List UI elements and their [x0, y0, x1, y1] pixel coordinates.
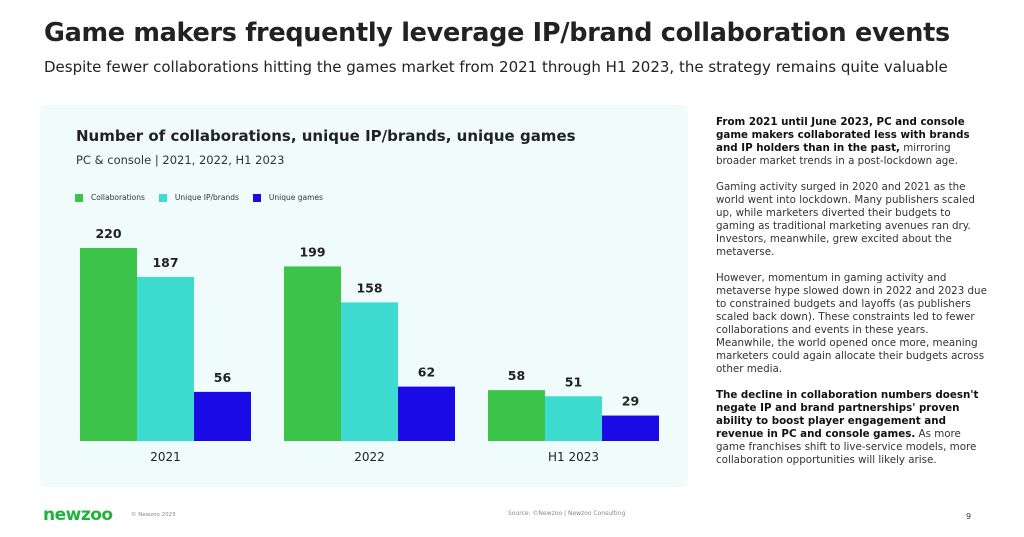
commentary-bold: From 2021 until June 2023, PC and consol… — [716, 116, 970, 154]
commentary-text: As more game franchises shift to live-se… — [716, 428, 977, 466]
data-label: 29 — [622, 394, 639, 409]
legend-item-collaborations: Collaborations — [75, 193, 145, 202]
data-label: 56 — [214, 370, 232, 385]
commentary-paragraph: However, momentum in gaming activity and… — [716, 272, 987, 375]
chart-subtitle: PC & console | 2021, 2022, H1 2023 — [76, 153, 285, 167]
commentary-text: mirroring broader market trends in a pos… — [716, 142, 958, 167]
data-label: 220 — [95, 226, 121, 241]
newzoo-logo: newzoo — [43, 505, 113, 525]
legend-swatch — [158, 193, 167, 202]
commentary-paragraph: The decline in collaboration numbers doe… — [716, 389, 988, 467]
bar — [137, 276, 194, 441]
chart-legend: Collaborations Unique IP/brands Unique g… — [75, 193, 323, 202]
data-label: 51 — [565, 374, 582, 389]
data-label: 58 — [508, 368, 525, 383]
legend-swatch — [75, 193, 83, 202]
source-note: Source: ©Newzoo | Newzoo Consulting — [508, 510, 626, 517]
category-label: 2022 — [354, 450, 385, 464]
category-label: 2021 — [150, 450, 181, 464]
legend-label: Unique games — [268, 193, 323, 202]
bar — [488, 390, 545, 441]
chart-title: Number of collaborations, unique IP/bran… — [76, 127, 576, 145]
page-title: Game makers frequently leverage IP/brand… — [44, 18, 950, 48]
bar — [602, 415, 659, 441]
page-number: 9 — [966, 512, 972, 521]
data-label: 158 — [356, 280, 382, 295]
commentary-bold: The decline in collaboration numbers doe… — [716, 389, 979, 440]
category-label: H1 2023 — [548, 450, 599, 464]
commentary-paragraph: From 2021 until June 2023, PC and consol… — [716, 116, 988, 168]
copyright: © Newzoo 2023 — [131, 512, 176, 518]
data-label: 199 — [299, 244, 325, 259]
bar — [398, 386, 455, 441]
legend-item-unique-games: Unique games — [252, 193, 323, 202]
bar — [545, 396, 602, 441]
legend-label: Collaborations — [91, 193, 145, 202]
legend-label: Unique IP/brands — [174, 193, 239, 202]
data-label: 187 — [152, 255, 178, 270]
commentary-paragraph: Gaming activity surged in 2020 and 2021 … — [716, 181, 975, 258]
legend-swatch — [252, 193, 261, 202]
bar — [194, 391, 251, 441]
page-subtitle: Despite fewer collaborations hitting the… — [44, 58, 948, 76]
legend-item-unique-ip-brands: Unique IP/brands — [158, 193, 239, 202]
bar — [80, 248, 137, 441]
bar — [284, 266, 341, 441]
commentary: From 2021 until June 2023, PC and consol… — [716, 116, 988, 480]
bar — [341, 302, 398, 441]
data-label: 62 — [418, 365, 435, 380]
